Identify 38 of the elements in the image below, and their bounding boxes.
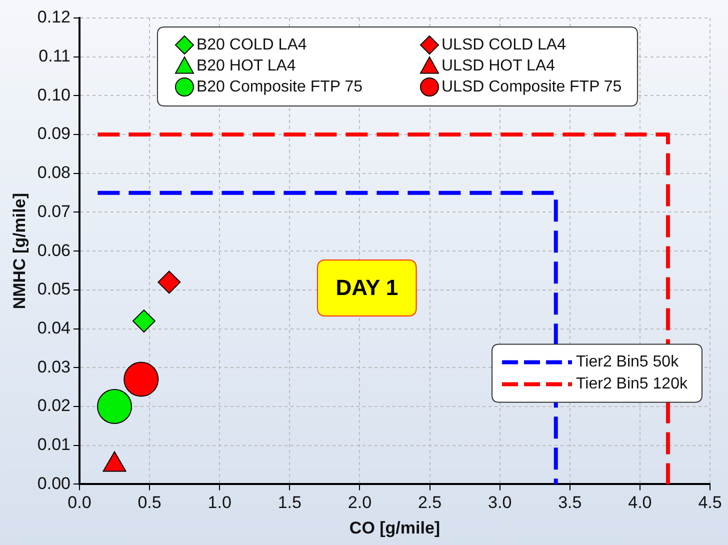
y-tick-label: 0.08 [37,163,70,182]
legend-label: B20 HOT LA4 [196,57,296,74]
y-tick-label: 0.03 [37,357,70,376]
y-tick-label: 0.11 [38,46,70,66]
y-tick-label: 0.07 [37,202,70,221]
point [124,362,159,397]
y-tick-label: 0.05 [37,280,70,299]
y-axis-title: NMHC [g/mile] [10,193,29,310]
x-tick-label: 3.0 [488,493,512,512]
legend-label: B20 Composite FTP 75 [196,78,363,96]
legend-label: ULSD COLD LA4 [441,36,566,54]
annotation: DAY 1 [336,275,398,300]
point [132,310,156,333]
x-tick-label: 2.0 [348,493,372,512]
x-tick-label: 0.0 [68,493,92,512]
y-tick-label: 0.02 [37,396,70,416]
legend-label: ULSD HOT LA4 [441,57,556,74]
point [158,270,181,294]
legend-label: Tier2 Bin5 120k [576,376,688,393]
legend-label: Tier2 Bin5 50k [576,354,680,371]
y-tick-label: 0.09 [37,124,70,144]
legend-label: ULSD Composite FTP 75 [441,78,622,96]
x-tick-label: 1.0 [208,493,232,512]
x-tick-label: 4.5 [698,493,722,512]
y-tick-label: 0.06 [37,240,70,260]
y-tick-label: 0.04 [37,318,70,338]
legend-label: B20 COLD LA4 [196,36,307,54]
y-tick-label: 0.12 [37,8,70,27]
x-axis-title: CO [g/mile] [349,518,440,538]
x-tick-label: 2.5 [418,493,442,512]
x-tick-label: 3.5 [558,493,582,512]
x-tick-label: 0.5 [138,493,162,512]
y-tick-label: 0.00 [37,474,70,493]
y-tick-label: 0.10 [37,85,70,104]
x-tick-label: 1.5 [278,493,302,512]
x-tick-label: 4.0 [628,493,652,512]
y-tick-label: 0.01 [37,435,70,454]
point [97,389,132,424]
